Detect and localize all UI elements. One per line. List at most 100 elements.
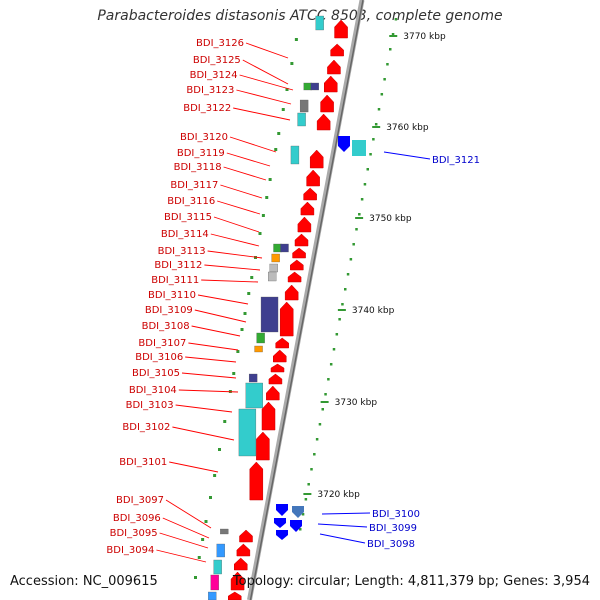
ruler-dot xyxy=(327,378,330,381)
ruler-dot xyxy=(369,153,372,156)
ruler-label: 3720 kbp xyxy=(317,490,360,500)
ruler-dot xyxy=(344,288,347,291)
ruler-label: 3750 kbp xyxy=(369,214,412,224)
forward-gene-arrow xyxy=(316,113,331,131)
forward-gene-arrow xyxy=(228,591,242,600)
ruler-dot xyxy=(329,363,333,366)
gene-label-bdi_3114: BDI_3114 xyxy=(161,229,209,240)
reverse-gene-arrow xyxy=(274,518,286,528)
leader-line-left xyxy=(159,532,209,549)
forward-gene-arrow xyxy=(300,201,315,216)
leader-line-right xyxy=(317,523,368,528)
leader-line-left xyxy=(207,250,263,259)
forward-gene-arrow xyxy=(309,149,324,169)
ruler-dot xyxy=(299,528,302,531)
forward-gene-arrow xyxy=(270,363,285,373)
forward-gene-arrow xyxy=(324,75,338,93)
gene-label-bdi_3097: BDI_3097 xyxy=(116,495,164,506)
gene-label-bdi_3107: BDI_3107 xyxy=(138,338,186,349)
cog-block xyxy=(297,112,306,127)
gene-label-bdi_3117: BDI_3117 xyxy=(170,180,218,191)
ruler-dot xyxy=(360,198,364,201)
gene-label-bdi_3110: BDI_3110 xyxy=(148,290,196,301)
reverse-gene-arrow xyxy=(276,530,288,540)
cog-block xyxy=(280,243,289,253)
gene-label-bdi_3119: BDI_3119 xyxy=(177,148,225,159)
gene-tick-mark xyxy=(194,576,197,579)
gene-label-bdi_3108: BDI_3108 xyxy=(142,321,190,332)
ruler-dot xyxy=(349,258,353,261)
ruler-dot xyxy=(377,108,381,111)
gene-tick-mark xyxy=(201,538,205,541)
ruler-dot xyxy=(304,498,308,501)
cog-block xyxy=(256,332,265,344)
cog-block xyxy=(273,243,282,253)
leader-line-left xyxy=(239,74,294,91)
cog-block xyxy=(254,345,263,353)
gene-tick-mark xyxy=(240,328,244,331)
ruler-dot xyxy=(372,138,375,141)
gene-tick-mark xyxy=(247,292,251,295)
gene-label-bdi_3121: BDI_3121 xyxy=(432,155,480,166)
gene-label-bdi_3120: BDI_3120 xyxy=(180,132,228,143)
gene-label-bdi_3118: BDI_3118 xyxy=(174,162,222,173)
ruler-dot xyxy=(394,18,398,21)
forward-gene-arrow xyxy=(320,94,334,113)
leader-line-left xyxy=(162,517,210,539)
leader-line-left xyxy=(188,342,239,351)
forward-gene-arrow xyxy=(256,431,270,461)
forward-gene-arrow xyxy=(303,187,317,201)
gene-tick-mark xyxy=(204,520,208,523)
gene-tick-mark xyxy=(209,496,212,499)
genome-summary-text: Topology: circular; Length: 4,811,379 bp… xyxy=(232,574,590,589)
leader-line-left xyxy=(169,461,219,473)
ruler-label: 3760 kbp xyxy=(386,123,429,133)
forward-gene-arrow xyxy=(327,59,341,75)
ruler-dot xyxy=(383,78,386,81)
gene-tick-mark xyxy=(218,448,221,451)
gene-tick-mark xyxy=(243,312,247,315)
cog-block xyxy=(303,82,312,91)
forward-gene-arrow xyxy=(234,557,248,571)
forward-gene-arrow xyxy=(236,543,251,557)
ruler-dot xyxy=(313,453,316,456)
cog-block xyxy=(299,99,309,113)
ruler-dot xyxy=(307,483,310,486)
gene-tick-mark xyxy=(294,38,298,41)
gene-tick-mark xyxy=(265,196,269,199)
gene-tick-mark xyxy=(277,132,281,135)
ruler-dot xyxy=(358,213,361,216)
leader-line-left xyxy=(229,136,277,153)
gene-label-bdi_3095: BDI_3095 xyxy=(110,528,158,539)
leader-line-left xyxy=(213,216,260,233)
forward-gene-arrow xyxy=(239,529,253,543)
ruler-dot xyxy=(355,228,358,231)
ruler-label: 3740 kbp xyxy=(352,306,395,316)
cog-block xyxy=(248,373,258,383)
cog-block xyxy=(245,382,263,409)
forward-gene-arrow xyxy=(290,259,304,271)
leader-line-right xyxy=(383,151,431,160)
leader-line-right xyxy=(319,533,366,544)
leader-line-left xyxy=(217,200,261,215)
gene-label-bdi_3106: BDI_3106 xyxy=(135,352,183,363)
reverse-gene-arrow xyxy=(292,506,304,518)
gene-label-bdi_3122: BDI_3122 xyxy=(183,103,231,114)
gene-label-bdi_3111: BDI_3111 xyxy=(151,275,199,286)
cog-block xyxy=(238,408,257,457)
gene-tick-mark xyxy=(281,108,285,111)
leader-line-left xyxy=(220,184,263,199)
leader-line-left xyxy=(226,152,271,167)
gene-tick-mark xyxy=(268,178,272,181)
forward-gene-arrow xyxy=(261,401,276,431)
forward-gene-arrow xyxy=(292,247,306,259)
forward-gene-arrow xyxy=(294,233,309,247)
forward-gene-arrow xyxy=(230,571,245,591)
ruler-dot xyxy=(310,468,313,471)
cog-block xyxy=(268,271,277,282)
cog-block xyxy=(213,559,222,575)
gene-label-bdi_3105: BDI_3105 xyxy=(132,368,180,379)
leader-line-left xyxy=(178,389,239,393)
